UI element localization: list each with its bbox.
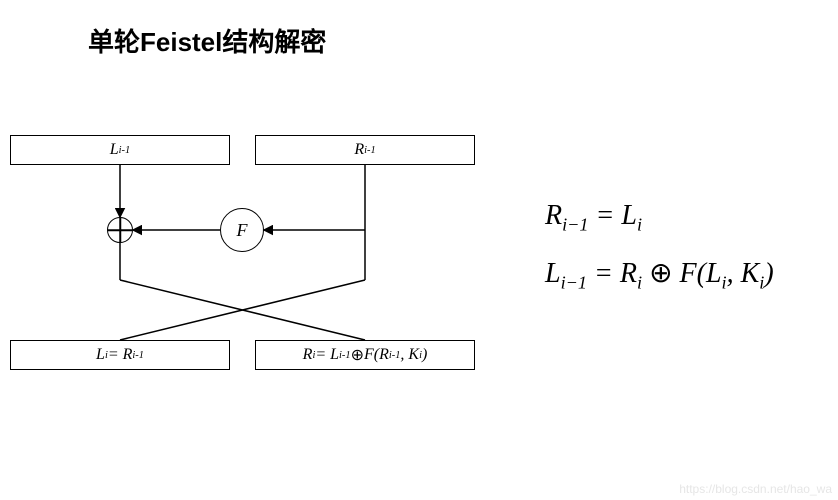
equation-line-1: Li−1 = Ri ⊕ F(Li, Ki) <box>545 256 774 294</box>
equation-line-0: Ri−1 = Li <box>545 200 774 236</box>
xor-node <box>107 217 133 243</box>
box-L-bot: Li = Ri-1 <box>10 340 230 370</box>
page-title: 单轮Feistel结构解密 <box>88 22 326 59</box>
f-function-node: F <box>220 208 264 252</box>
watermark: https://blog.csdn.net/hao_wa <box>679 482 832 496</box>
box-L-top: Li-1 <box>10 135 230 165</box>
box-R-bot: Ri = Li-1⊕F(Ri-1, Ki) <box>255 340 475 370</box>
equations-block: Ri−1 = Li Li−1 = Ri ⊕ F(Li, Ki) <box>545 200 774 293</box>
box-R-top: Ri-1 <box>255 135 475 165</box>
